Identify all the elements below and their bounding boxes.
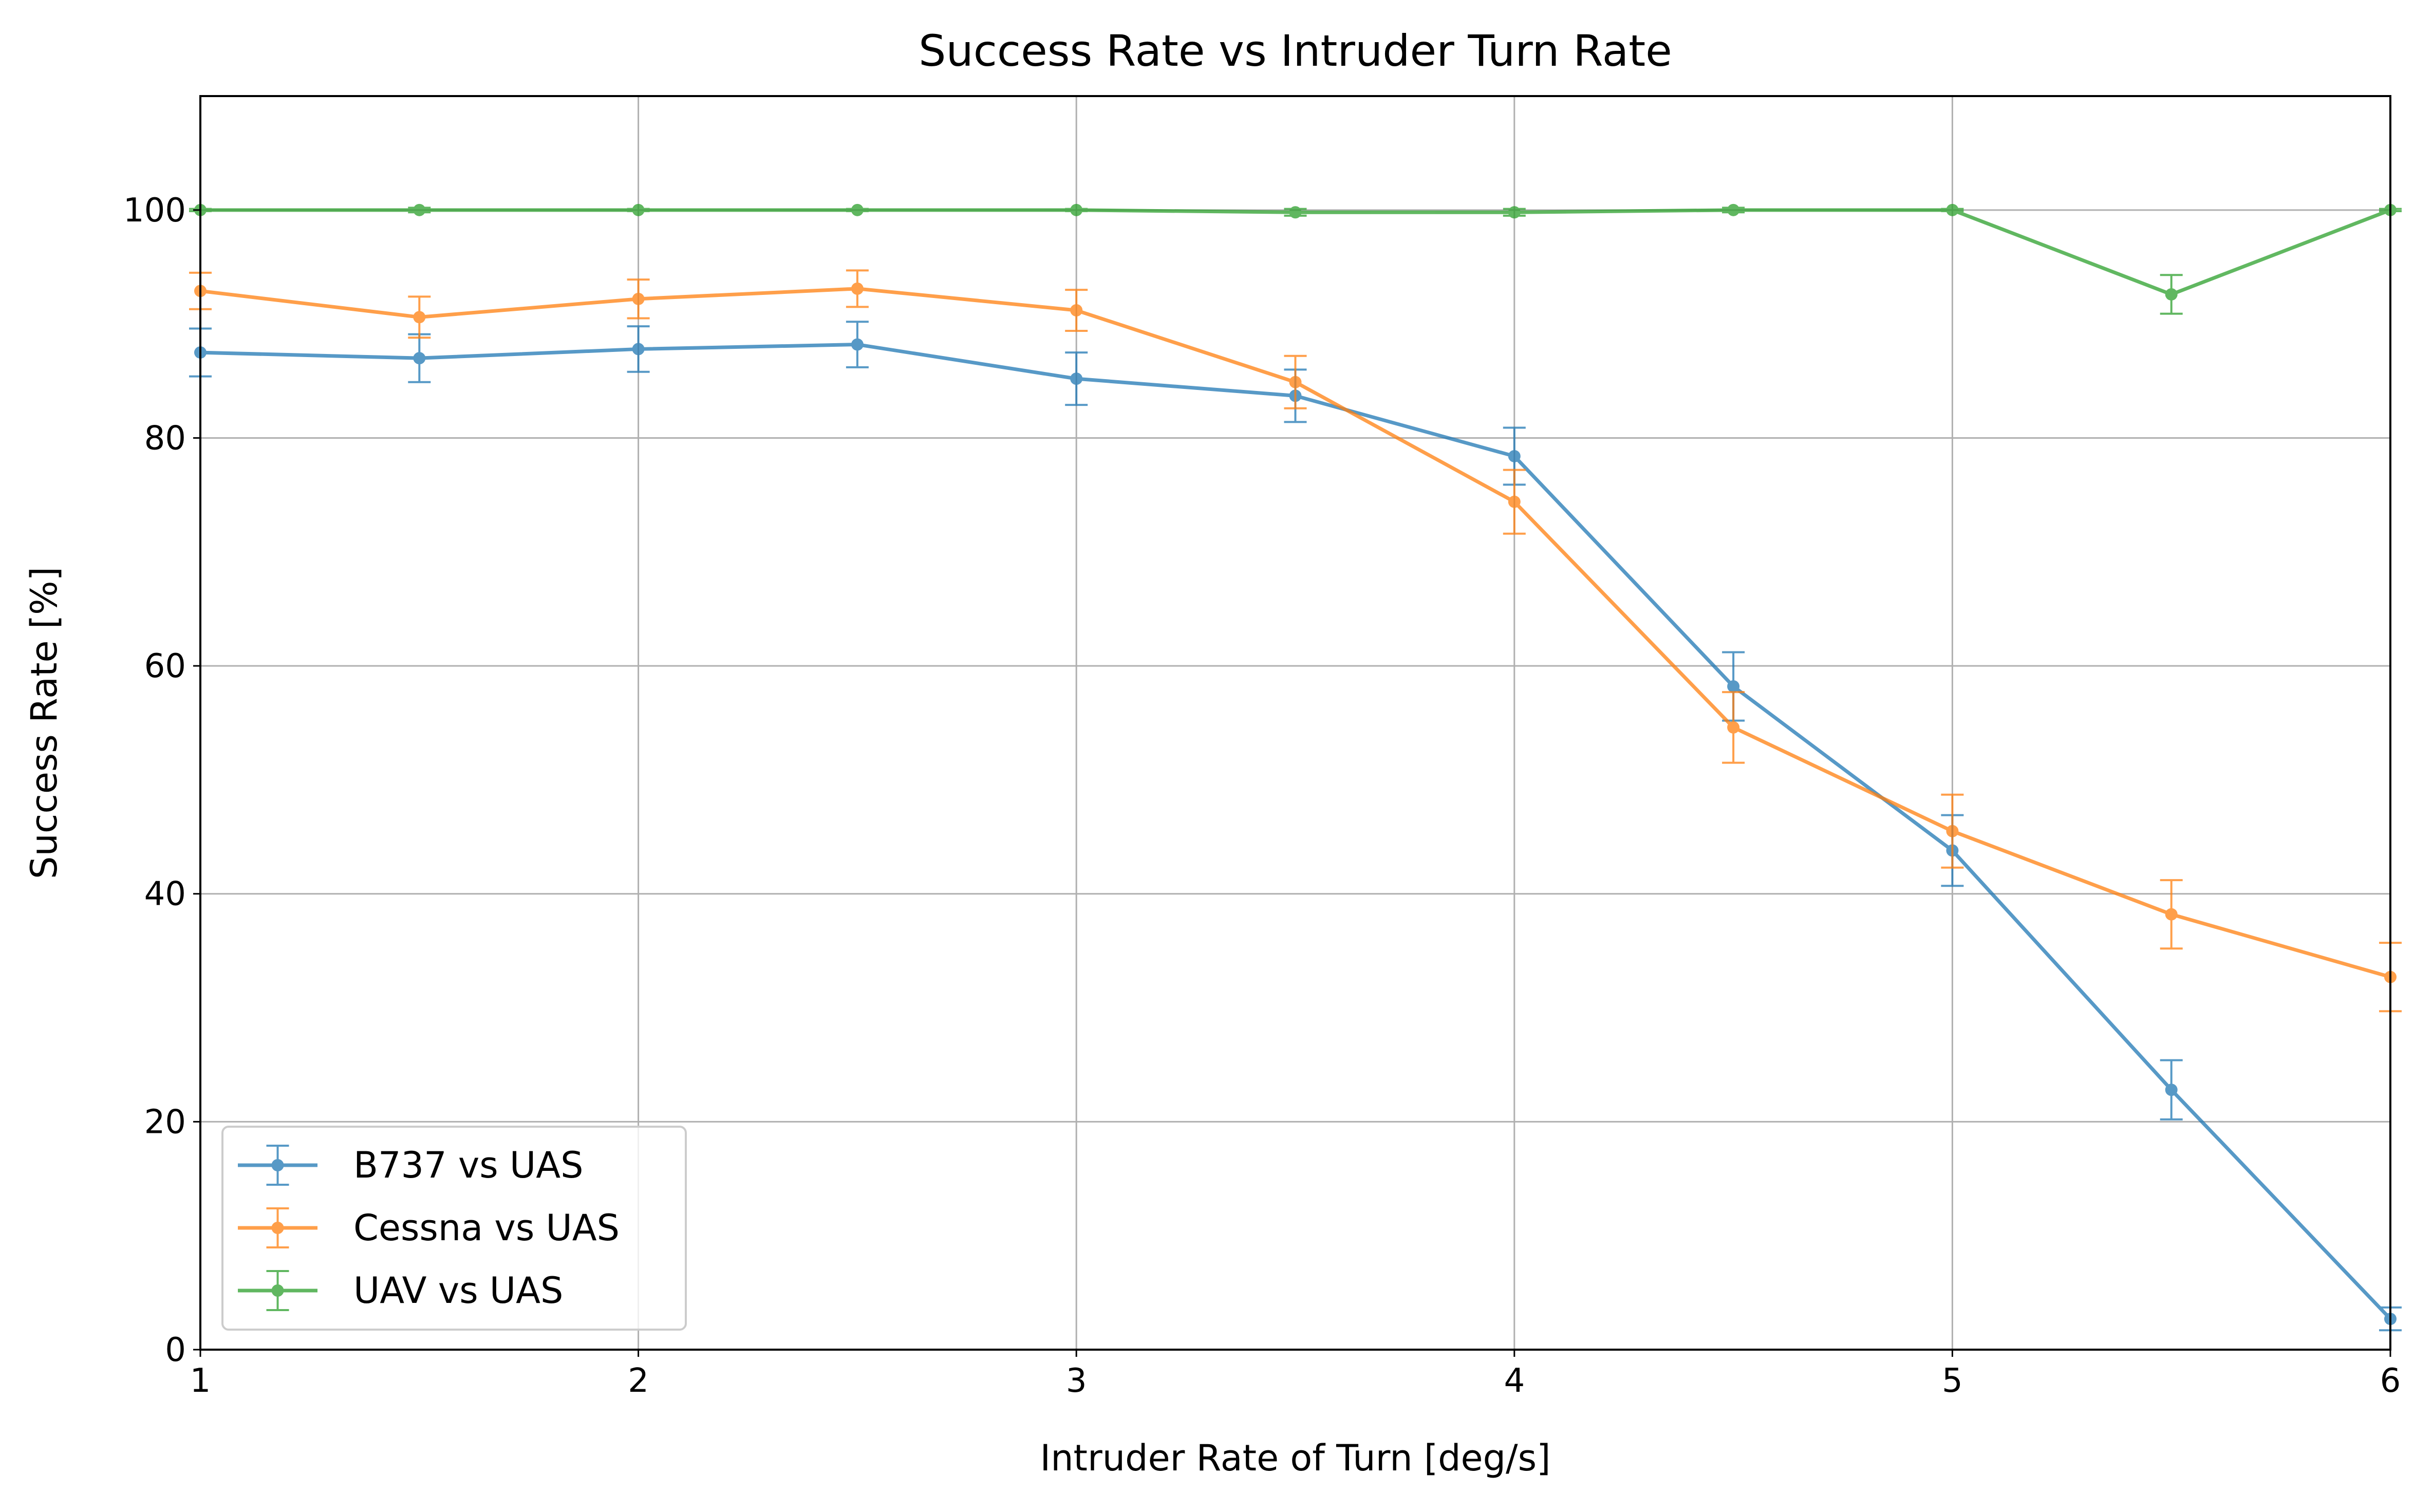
- data-point: [632, 203, 645, 216]
- data-point: [2165, 288, 2178, 301]
- data-point: [1946, 203, 1959, 216]
- y-tick-label: 40: [144, 875, 186, 913]
- data-point: [851, 338, 864, 351]
- x-tick-label: 4: [1504, 1362, 1525, 1400]
- legend-handle: [238, 1207, 317, 1248]
- y-tick-label: 80: [144, 419, 186, 457]
- data-point: [413, 203, 426, 216]
- legend-label: Cessna vs UAS: [353, 1207, 620, 1249]
- x-tick-label: 6: [2380, 1362, 2401, 1400]
- legend-handle: [238, 1145, 317, 1186]
- data-point: [413, 352, 426, 365]
- legend-handle: [238, 1270, 317, 1311]
- series-layer: [189, 203, 2402, 1332]
- data-point: [1289, 376, 1302, 388]
- data-point: [1727, 721, 1740, 734]
- legend: B737 vs UAS Cessna vs UAS UAV vs UAS: [221, 1126, 687, 1331]
- data-point: [2165, 908, 2178, 921]
- data-point: [2165, 1084, 2178, 1096]
- x-tick-label: 2: [628, 1362, 649, 1400]
- y-tick-label: 0: [165, 1331, 186, 1369]
- legend-box: [221, 1126, 687, 1331]
- legend-marker: [271, 1159, 284, 1171]
- data-point: [1946, 825, 1959, 837]
- data-point: [632, 343, 645, 356]
- legend-label: UAV vs UAS: [353, 1270, 563, 1312]
- chart-title: Success Rate vs Intruder Turn Rate: [919, 26, 1672, 76]
- data-point: [1727, 680, 1740, 693]
- data-point: [1508, 495, 1521, 508]
- legend-label: B737 vs UAS: [353, 1144, 584, 1186]
- series-2: [189, 269, 2402, 1013]
- y-tick-label: 20: [144, 1103, 186, 1141]
- data-point: [1070, 304, 1083, 317]
- data-point: [851, 282, 864, 295]
- data-point: [1070, 372, 1083, 385]
- data-point: [1289, 206, 1302, 219]
- y-tick-label: 100: [123, 192, 186, 230]
- y-tick-label: 60: [144, 647, 186, 685]
- x-tick-label: 3: [1066, 1362, 1087, 1400]
- plot-frame: [199, 95, 2391, 1351]
- x-tick-label: 1: [190, 1362, 211, 1400]
- data-point: [1727, 203, 1740, 216]
- data-point: [1508, 450, 1521, 462]
- data-point: [851, 203, 864, 216]
- data-point: [632, 292, 645, 305]
- x-axis-label: Intruder Rate of Turn [deg/s]: [1040, 1437, 1551, 1479]
- series-3: [189, 203, 2402, 315]
- y-axis-label: Success Rate [%]: [23, 567, 65, 879]
- x-tick-label: 5: [1942, 1362, 1963, 1400]
- legend-marker: [271, 1284, 284, 1297]
- legend-marker: [271, 1222, 284, 1234]
- data-point: [1070, 203, 1083, 216]
- data-point: [413, 311, 426, 324]
- data-point: [1508, 206, 1521, 219]
